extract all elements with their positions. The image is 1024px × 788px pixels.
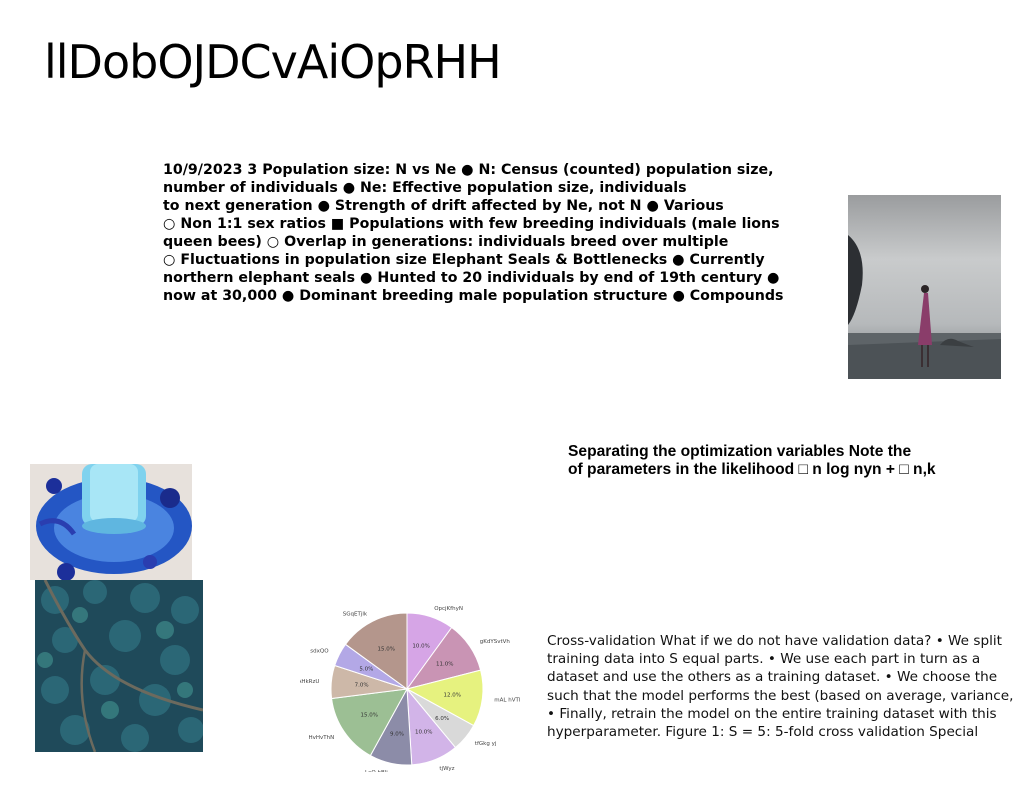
pie-chart: 10.0% OpcjKfhyN 11.0% gKdYSvtVh 12.0% mAL hVT… [300,606,520,772]
text-line: now at 30,000 ● Dominant breeding male p… [163,288,784,304]
slice-value-label: 7.0% [355,683,369,689]
slice-category-label: HvHvThN [308,735,334,741]
slice-value-label: 15.0% [361,713,378,719]
text-line: ○ Non 1:1 sex ratios ■ Populations with … [163,216,780,232]
slice-category-label: SGqETjlk [343,611,368,617]
pie-slice [331,688,408,757]
text-line: ○ Fluctuations in population size Elepha… [163,252,765,268]
slice-category-label: tjWyz [439,766,454,772]
slice-category-label: mAL hVTNA [494,698,520,704]
text-line: • Finally, retrain the model on the enti… [547,705,997,722]
slice-value-label: 10.0% [412,644,429,650]
cross-validation-text: Cross-validation What if we do not have … [547,632,1024,741]
slice-category-label: sdxQO [310,648,329,654]
slice-value-label: 5.0% [359,666,373,672]
optimization-text: Separating the optimization variables No… [568,443,1024,479]
text-line: Cross-validation What if we do not have … [547,633,1002,649]
woman-beach-photo [848,195,1001,379]
slice-category-label: tfGkg yj [475,741,497,747]
text-line: training data into S equal parts. • We u… [547,651,981,668]
aerial-forest-photo [35,580,203,752]
text-line: hyperparameter. Figure 1: S = 5: 5-fold … [547,724,979,741]
text-line: such that the model performs the best (b… [547,687,1014,704]
text-line: number of individuals ● Ne: Effective po… [163,180,687,196]
slice-value-label: 10.0% [415,729,432,735]
slice-value-label: 12.0% [443,693,460,699]
text-line: northern elephant seals ● Hunted to 20 i… [163,270,780,286]
text-line: queen bees) ○ Overlap in generations: in… [163,234,729,250]
text-line: of parameters in the likelihood □ n log … [568,461,936,478]
text-line: Separating the optimization variables No… [568,443,912,460]
text-line: to next generation ● Strength of drift a… [163,198,724,214]
page-title: llDobOJDCvAiOpRHH [44,35,502,89]
slice-category-label: gKdYSvtVh [480,639,511,645]
slice-value-label: 9.0% [390,732,404,738]
slice-value-label: 15.0% [378,646,395,652]
slice-category-label: oHLQAHkRzU [300,679,319,685]
slice-value-label: 6.0% [435,716,449,722]
blue-glass-photo [30,464,192,580]
pie-slice [344,612,408,690]
slice-category-label: OpcjKfhyN [434,606,463,612]
population-size-text: 10/9/2023 3 Population size: N vs Ne ● N… [163,161,813,305]
text-line: 10/9/2023 3 Population size: N vs Ne ● N… [163,162,774,178]
text-line: dataset and use the others as a training… [547,669,998,686]
slice-category-label: LaO hBli [365,770,388,772]
slice-value-label: 11.0% [436,661,453,667]
